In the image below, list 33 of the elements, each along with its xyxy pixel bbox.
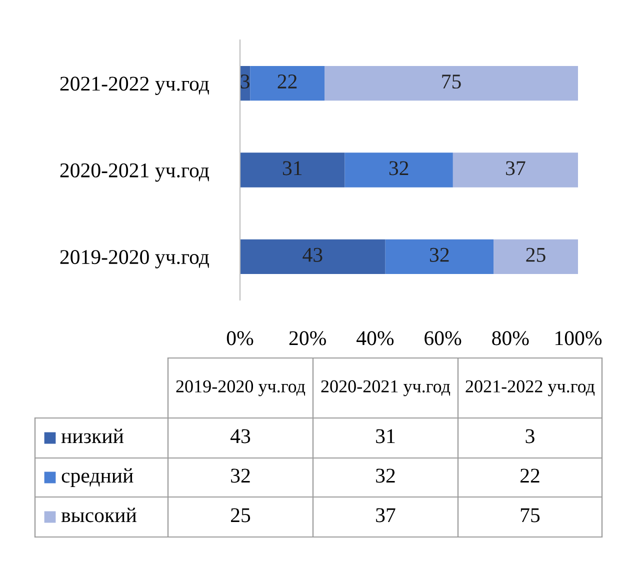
category-label: 2020-2021 уч.год [321, 380, 450, 396]
y-tick-label: 2019-2020 уч.год [60, 250, 209, 268]
text: 37 [376, 508, 396, 522]
category-label: 2019-2020 уч.год [176, 380, 306, 396]
data-label: 31 [282, 161, 302, 176]
legend-label: низкий [61, 428, 124, 444]
text: 22 [520, 468, 540, 483]
text: 43 [230, 429, 250, 444]
data-label: 37 [506, 161, 526, 176]
text: 75 [520, 508, 540, 522]
data-label: 32 [389, 161, 408, 176]
data-label: 43 [302, 248, 322, 262]
category-label: 2021-2022 уч.год [466, 380, 595, 396]
legend-label: средний [62, 468, 134, 487]
data-label: 25 [526, 248, 546, 262]
data-label: 32 [430, 248, 449, 262]
text: 32 [231, 468, 250, 483]
text: 32 [376, 468, 395, 483]
x-tick-label: 80% [492, 331, 529, 346]
text: 25 [231, 508, 250, 522]
x-tick-label: 100% [556, 331, 602, 346]
x-tick-label: 60% [424, 331, 462, 346]
data-label: 22 [278, 74, 297, 88]
y-tick-label: 2021-2022 уч.год [60, 76, 209, 96]
text: 31 [376, 429, 395, 444]
x-tick-label: 20% [289, 331, 326, 346]
x-tick-label: 0% [226, 331, 254, 346]
data-label: 75 [442, 74, 461, 89]
data-label: 3 [240, 74, 250, 89]
text: 3 [526, 429, 534, 444]
y-tick-label: 2020-2021 уч.год [60, 163, 209, 182]
legend-label: высокий [61, 508, 136, 522]
x-tick-label: 40% [356, 331, 394, 346]
